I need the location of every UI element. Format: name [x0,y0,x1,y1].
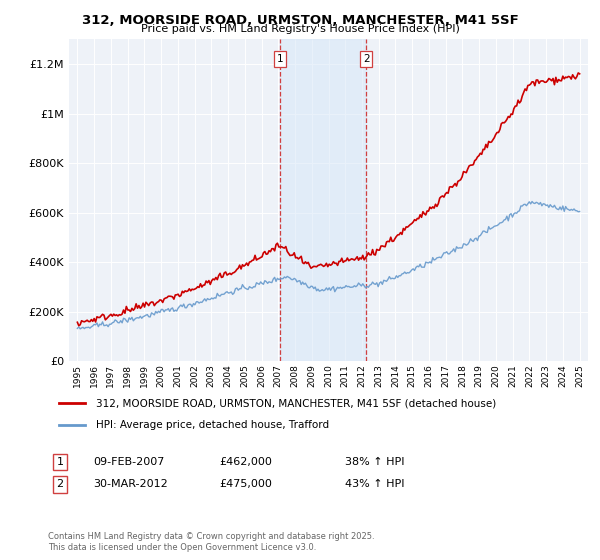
Text: 43% ↑ HPI: 43% ↑ HPI [345,479,404,489]
Text: 312, MOORSIDE ROAD, URMSTON, MANCHESTER, M41 5SF: 312, MOORSIDE ROAD, URMSTON, MANCHESTER,… [82,14,518,27]
Bar [280,39,366,361]
Text: 09-FEB-2007: 09-FEB-2007 [93,457,164,467]
Text: £475,000: £475,000 [219,479,272,489]
Text: 1: 1 [56,457,64,467]
Text: Price paid vs. HM Land Registry's House Price Index (HPI): Price paid vs. HM Land Registry's House … [140,24,460,34]
Text: £462,000: £462,000 [219,457,272,467]
Text: Contains HM Land Registry data © Crown copyright and database right 2025.
This d: Contains HM Land Registry data © Crown c… [48,532,374,552]
Text: 312, MOORSIDE ROAD, URMSTON, MANCHESTER, M41 5SF (detached house): 312, MOORSIDE ROAD, URMSTON, MANCHESTER,… [95,398,496,408]
Text: 2: 2 [56,479,64,489]
Text: 30-MAR-2012: 30-MAR-2012 [93,479,168,489]
Text: HPI: Average price, detached house, Trafford: HPI: Average price, detached house, Traf… [95,421,329,431]
Text: 38% ↑ HPI: 38% ↑ HPI [345,457,404,467]
Text: 2: 2 [363,54,370,64]
Text: 1: 1 [277,54,283,64]
